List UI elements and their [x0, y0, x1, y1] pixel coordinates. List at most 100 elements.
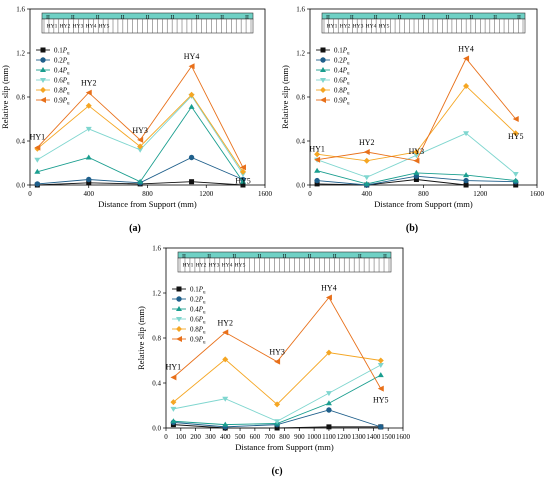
x-tick-label: 1100: [322, 433, 336, 441]
beam-section-label: HY1: [183, 263, 194, 269]
panel-caption: (b): [406, 223, 418, 234]
series-0_6Pu: [170, 363, 384, 425]
data-point: [512, 177, 519, 183]
beam-shear-connector-label: II: [195, 14, 199, 20]
beam-shear-connector-label: II: [96, 14, 100, 20]
x-tick-label: 800: [279, 433, 290, 441]
data-point: [222, 356, 229, 363]
beam-shear-connector-label: II: [398, 14, 402, 20]
legend-marker: [40, 97, 46, 103]
beam-shear-connector-label: II: [232, 253, 236, 259]
legend-marker: [176, 317, 182, 322]
x-tick-label: 700: [264, 433, 275, 441]
beam-shear-connector-label: II: [121, 14, 125, 20]
x-tick-label: 600: [250, 433, 261, 441]
x-tick-label: 800: [418, 190, 429, 198]
data-point: [363, 180, 370, 186]
data-point: [325, 391, 332, 397]
data-point: [377, 363, 384, 368]
data-point: [413, 169, 420, 175]
data-point: [86, 176, 92, 183]
data-point: [325, 294, 332, 301]
data-point: [170, 418, 177, 424]
legend-marker: [176, 286, 182, 292]
legend-label: 0.8Pu: [54, 87, 70, 97]
legend-label: 0.1Pu: [190, 286, 206, 296]
data-point: [512, 130, 519, 137]
panel-caption: (c): [271, 466, 282, 477]
y-tick-label: 0.4: [152, 380, 161, 388]
beam-section-label: HY2: [340, 24, 351, 30]
point-label: HY4: [184, 52, 200, 61]
data-point: [463, 55, 470, 62]
x-tick-label: 0: [28, 190, 32, 198]
legend-marker: [40, 57, 46, 63]
data-point: [326, 407, 332, 413]
legend-marker: [320, 87, 326, 93]
x-tick-label: 400: [220, 433, 231, 441]
legend-marker: [40, 87, 46, 93]
data-point: [314, 177, 320, 184]
legend-label: 0.9Pu: [54, 97, 70, 107]
point-label: HY1: [309, 145, 325, 154]
data-point: [314, 151, 321, 158]
beam-shear-connector-label: II: [517, 14, 521, 20]
y-tick-label: 0.4: [16, 138, 25, 146]
series-0_8Pu: [314, 83, 519, 164]
legend-label: 0.8Pu: [334, 87, 350, 97]
beam-shear-connector-label: II: [469, 14, 473, 20]
data-point: [314, 181, 320, 187]
y-tick-label: 1.2: [16, 50, 25, 58]
data-point: [378, 424, 384, 430]
x-tick-label: 1200: [473, 190, 488, 198]
y-tick-label: 0.8: [296, 94, 305, 102]
legend-marker: [320, 97, 326, 103]
beam-shear-connector-label: II: [71, 14, 75, 20]
data-point: [239, 164, 246, 171]
data-point: [239, 168, 246, 175]
beam-section-label: HY4: [366, 24, 377, 30]
legend-marker: [40, 47, 46, 53]
legend-marker: [40, 78, 46, 83]
point-label: HY3: [132, 126, 148, 135]
data-point: [363, 157, 370, 164]
data-point: [413, 149, 420, 155]
beam-shear-connector-label: II: [245, 14, 249, 20]
beam-section-label: HY2: [196, 263, 207, 269]
x-tick-label: 1200: [199, 190, 214, 198]
legend-label: 0.9Pu: [190, 336, 206, 346]
data-point: [413, 157, 420, 164]
point-label: HY3: [269, 348, 285, 357]
data-point: [463, 177, 469, 184]
point-label: HY1: [166, 362, 182, 371]
beam-section-label: HY1: [47, 24, 58, 30]
x-tick-label: 1600: [530, 190, 545, 198]
beam-shear-connector-label: II: [182, 253, 186, 259]
series-0_9Pu: [170, 294, 384, 392]
point-label: HY4: [321, 284, 337, 293]
legend-label: 0.8Pu: [190, 326, 206, 336]
legend-label: 0.2Pu: [190, 296, 206, 306]
beam-shear-connector-label: II: [283, 253, 287, 259]
data-point: [363, 175, 370, 181]
data-point: [86, 180, 92, 186]
beam-shear-connector-label: II: [308, 253, 312, 259]
data-point: [137, 143, 144, 150]
legend-label: 0.1Pu: [334, 47, 350, 57]
data-point: [274, 419, 281, 425]
legend-marker: [320, 67, 326, 72]
beam-section-label: HY3: [209, 263, 220, 269]
x-tick-label: 200: [190, 433, 201, 441]
beam-section-label: HY5: [235, 263, 246, 269]
chart-panel-a: 0 400 800 1200 1600 0.0 0.4 0.8 1.2 1.6 Distance f…: [0, 6, 273, 235]
data-point: [413, 153, 420, 159]
legend-marker: [320, 47, 326, 53]
point-label: HY2: [81, 79, 97, 88]
data-point: [314, 167, 321, 173]
data-point: [463, 182, 469, 188]
beam-section-label: HY5: [379, 24, 390, 30]
data-point: [170, 399, 177, 406]
data-point: [188, 63, 195, 70]
